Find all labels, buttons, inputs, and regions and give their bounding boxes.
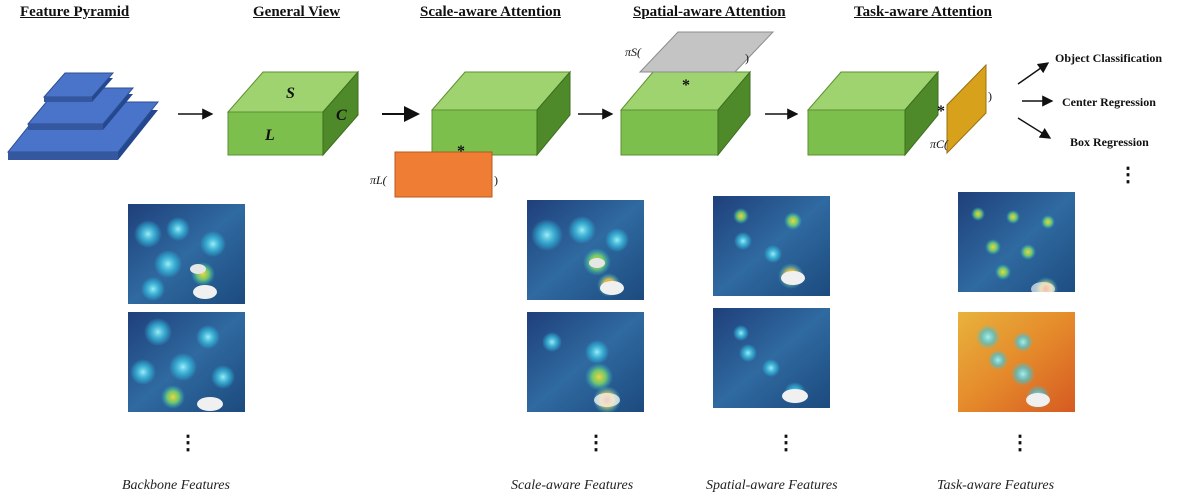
scale-operator-star: * [457, 143, 465, 160]
flow-arrows [178, 62, 1054, 139]
task-aware-ellipsis: ⋮ [1010, 432, 1030, 454]
general-view-cube: S L C [226, 70, 360, 157]
arrow-to-box-regression [1017, 117, 1052, 139]
caption-scale-aware-features: Scale-aware Features [511, 478, 634, 493]
cube-label-c: C [336, 107, 347, 124]
header-task-aware-attention: Task-aware Attention [854, 4, 992, 20]
cube-label-s: S [286, 85, 295, 102]
caption-task-aware-features: Task-aware Features [937, 478, 1055, 493]
task-operator-label: πC( [930, 137, 949, 151]
scale-operator-close: ) [494, 173, 498, 187]
scale-operator-label: πL( [370, 173, 388, 187]
scale-aware-cube [430, 70, 572, 157]
caption-backbone-features: Backbone Features [122, 478, 230, 493]
scale-aware-ellipsis: ⋮ [586, 432, 606, 454]
header-feature-pyramid: Feature Pyramid [20, 4, 130, 20]
output-center-regression: Center Regression [1062, 95, 1156, 109]
backbone-ellipsis: ⋮ [178, 432, 198, 454]
task-aware-cube [806, 70, 940, 157]
arrow-to-object-classification [1017, 62, 1050, 85]
backbone-feature-map-1 [128, 204, 245, 304]
scale-attention-operator: * πL( ) [370, 143, 498, 198]
spatial-aware-cube [619, 70, 752, 157]
task-aware-feature-map-1 [958, 192, 1075, 292]
task-aware-feature-map-2 [958, 312, 1075, 412]
output-box-regression: Box Regression [1070, 135, 1149, 149]
output-object-classification: Object Classification [1055, 51, 1162, 65]
scale-aware-feature-map-1 [527, 200, 644, 300]
spatial-operator-star: * [682, 77, 690, 94]
header-spatial-aware-attention: Spatial-aware Attention [633, 4, 786, 20]
task-attention-operator: * πC( ) [930, 63, 992, 155]
header-general-view: General View [253, 4, 341, 20]
task-operator-close: ) [988, 89, 992, 103]
spatial-attention-operator: * πS( ) [625, 31, 775, 94]
backbone-feature-map-2 [128, 312, 245, 412]
task-operator-star: * [937, 103, 945, 120]
dynamic-head-diagram: S L C * πL( ) * πS( ) * πC( ) [6, 31, 1054, 198]
spatial-operator-label: πS( [625, 45, 642, 59]
spatial-aware-feature-map-2 [713, 308, 830, 408]
scale-aware-feature-map-2 [527, 312, 644, 412]
header-scale-aware-attention: Scale-aware Attention [420, 4, 561, 20]
cube-label-l: L [264, 127, 275, 144]
caption-spatial-aware-features: Spatial-aware Features [706, 478, 838, 493]
outputs-ellipsis: ⋮ [1118, 164, 1138, 186]
spatial-aware-feature-map-1 [713, 196, 830, 296]
spatial-operator-close: ) [745, 51, 749, 65]
spatial-aware-ellipsis: ⋮ [776, 432, 796, 454]
feature-pyramid [6, 72, 160, 160]
